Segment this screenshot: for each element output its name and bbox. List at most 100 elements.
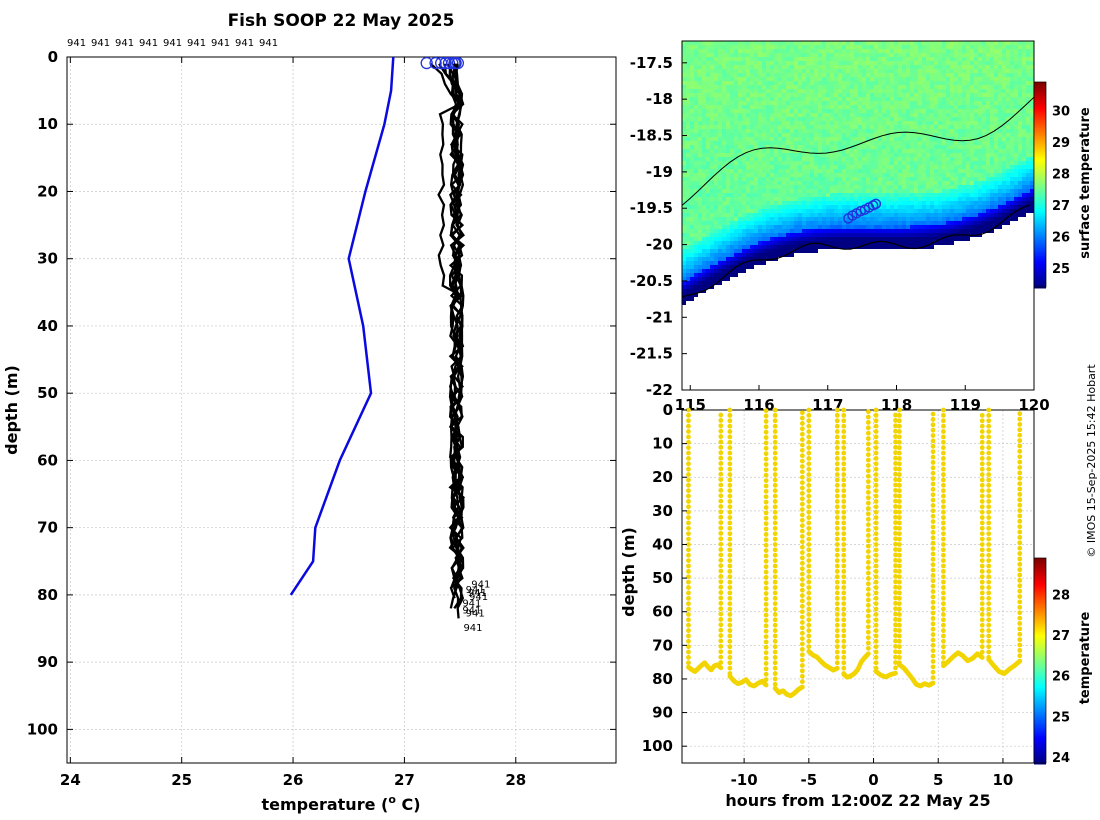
sst-cell — [910, 177, 914, 181]
sst-cell — [786, 149, 790, 153]
sst-cell — [822, 141, 826, 145]
sst-cell — [914, 225, 918, 229]
sst-cell — [1026, 229, 1030, 233]
sst-cell — [758, 65, 762, 69]
sst-cell — [710, 109, 714, 113]
cast-id-label: 941 — [115, 38, 134, 49]
climatology-line-group — [289, 56, 395, 596]
sst-cell — [774, 209, 778, 213]
sst-cell — [998, 65, 1002, 69]
sst-cell — [786, 141, 790, 145]
sst-cell — [986, 109, 990, 113]
sst-cell — [786, 77, 790, 81]
sst-cell — [962, 177, 966, 181]
sst-cell — [866, 125, 870, 129]
sst-cell — [758, 129, 762, 133]
sst-cell — [874, 205, 878, 209]
sst-cell — [790, 193, 794, 197]
sst-cell — [826, 217, 830, 221]
sst-cell — [798, 217, 802, 221]
sst-cell — [714, 49, 718, 53]
sst-cell — [998, 57, 1002, 61]
sst-cell — [826, 89, 830, 93]
sst-cell — [970, 113, 974, 117]
sst-cell — [782, 185, 786, 189]
sst-cell — [902, 121, 906, 125]
sst-cell — [1018, 245, 1022, 249]
sst-cell — [1026, 105, 1030, 109]
sst-cell — [1022, 177, 1026, 181]
sst-cell — [810, 125, 814, 129]
sst-cell — [1002, 257, 1006, 261]
sst-cell — [846, 105, 850, 109]
sst-cell — [862, 85, 866, 89]
sst-cell — [922, 121, 926, 125]
sst-cell — [986, 181, 990, 185]
sst-cell — [766, 197, 770, 201]
sst-cell — [918, 245, 922, 249]
sst-cell — [930, 41, 934, 45]
sst-cell — [718, 89, 722, 93]
sst-cell — [774, 137, 778, 141]
sst-cell — [842, 257, 846, 261]
sst-cell — [866, 41, 870, 45]
sst-cell — [826, 253, 830, 257]
sst-cell — [786, 69, 790, 73]
sst-cell — [838, 205, 842, 209]
sst-cell — [686, 161, 690, 165]
sst-cell — [818, 253, 822, 257]
sst-cell — [782, 125, 786, 129]
sst-cell — [730, 253, 734, 257]
sst-cell — [922, 193, 926, 197]
sst-cell — [866, 189, 870, 193]
sst-cell — [982, 121, 986, 125]
sst-cell — [966, 125, 970, 129]
sst-cell — [1022, 41, 1026, 45]
sst-cell — [898, 165, 902, 169]
sst-cell — [930, 57, 934, 61]
sst-cell — [866, 89, 870, 93]
sst-cell — [874, 145, 878, 149]
sst-cell — [830, 89, 834, 93]
sst-cell — [762, 245, 766, 249]
sst-cell — [722, 193, 726, 197]
sst-cell — [1018, 173, 1022, 177]
sst-cell — [862, 181, 866, 185]
sst-cell — [1010, 217, 1014, 221]
sst-cell — [826, 125, 830, 129]
sst-cell — [890, 257, 894, 261]
sst-cell — [970, 125, 974, 129]
sst-cell — [954, 209, 958, 213]
sst-cell — [834, 113, 838, 117]
sst-cell — [694, 97, 698, 101]
sst-cell — [1010, 221, 1014, 225]
sst-cell — [702, 97, 706, 101]
sst-cell — [734, 105, 738, 109]
sst-cell — [1010, 145, 1014, 149]
sst-cell — [746, 193, 750, 197]
sst-cell — [958, 241, 962, 245]
sst-cell — [898, 133, 902, 137]
sst-cell — [1022, 109, 1026, 113]
sst-cell — [990, 205, 994, 209]
sst-cell — [938, 89, 942, 93]
sst-cell — [746, 49, 750, 53]
sst-cell — [714, 137, 718, 141]
sst-cell — [906, 181, 910, 185]
sst-cell — [994, 157, 998, 161]
sst-cell — [946, 97, 950, 101]
sst-cell — [958, 145, 962, 149]
sst-cell — [1030, 109, 1034, 113]
sst-cell — [862, 197, 866, 201]
sst-cell — [902, 85, 906, 89]
sst-cell — [778, 89, 782, 93]
sst-cell — [814, 133, 818, 137]
sst-cell — [886, 145, 890, 149]
sst-cell — [866, 113, 870, 117]
sst-cell — [726, 189, 730, 193]
sst-cell — [966, 165, 970, 169]
sst-cell — [690, 205, 694, 209]
sst-cell — [714, 157, 718, 161]
sst-cell — [750, 225, 754, 229]
sst-cell — [994, 113, 998, 117]
